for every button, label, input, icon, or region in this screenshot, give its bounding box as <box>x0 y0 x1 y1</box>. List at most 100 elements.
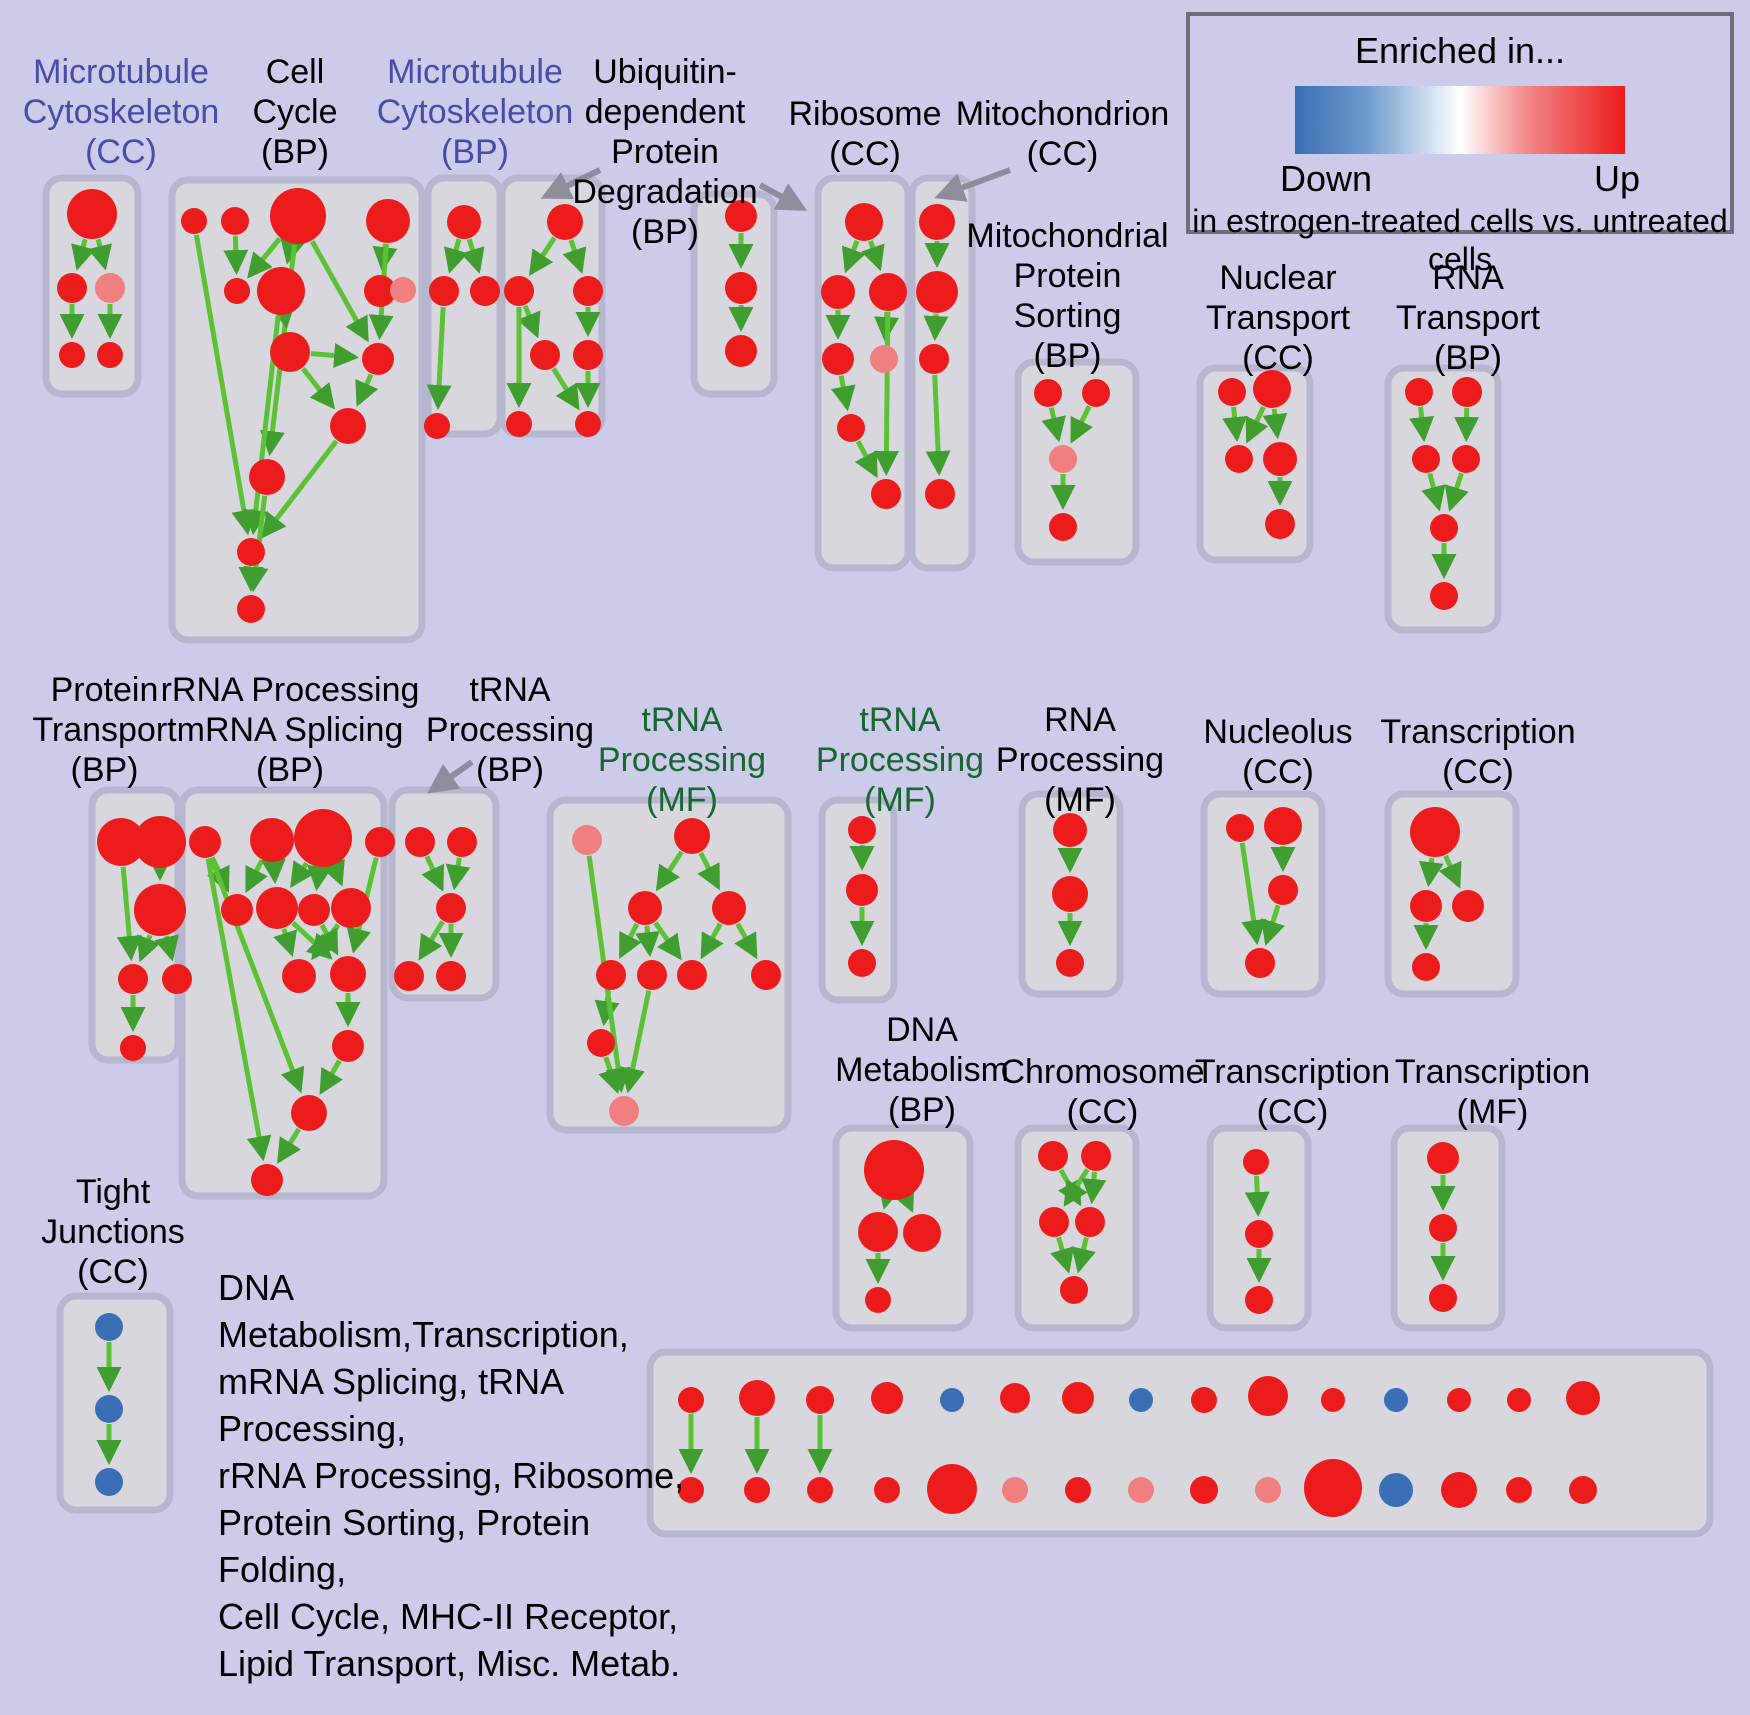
network-node <box>1410 807 1460 857</box>
network-node <box>1243 1149 1269 1175</box>
network-node <box>725 200 757 232</box>
cluster-box <box>42 174 142 398</box>
network-node <box>870 345 898 373</box>
network-edge <box>1070 405 1093 444</box>
network-node <box>364 275 396 307</box>
network-node <box>822 343 854 375</box>
network-node <box>221 894 253 926</box>
misc-cluster-caption: DNA Metabolism,Transcription, mRNA Splic… <box>218 1267 685 1684</box>
network-node <box>1268 875 1298 905</box>
network-node <box>436 893 466 923</box>
network-edge <box>734 922 758 960</box>
network-edge <box>443 238 468 274</box>
legend-title: Enriched in... <box>1354 30 1566 71</box>
network-node <box>95 273 125 303</box>
network-node <box>1569 1476 1597 1504</box>
network-node <box>365 827 395 857</box>
network-edge <box>87 238 112 271</box>
cluster-label-nucleolus-cc: Nucleolus (CC) <box>1203 713 1353 791</box>
cluster-label-rrna-processing-mrna-splicing-bp: rRNA Processing mRNA Splicing (BP) <box>160 671 420 789</box>
network-edge <box>247 236 282 279</box>
network-node <box>871 1382 903 1414</box>
network-edge <box>270 302 296 330</box>
network-node <box>282 959 316 993</box>
cluster-label-microtubule-cytoskeleton-bp: Microtubule Cytoskeleton (BP) <box>376 53 574 171</box>
cluster-box <box>646 1348 1714 1538</box>
cluster-box <box>1014 358 1140 566</box>
network-edge <box>551 367 580 411</box>
network-node <box>674 818 710 854</box>
network-edge <box>137 934 161 963</box>
network-node <box>916 271 958 313</box>
network-node <box>739 1380 775 1416</box>
network-node <box>270 188 326 244</box>
network-node <box>547 204 583 240</box>
network-node <box>95 1468 123 1496</box>
network-edge <box>154 934 179 962</box>
network-edge <box>307 864 332 892</box>
network-node <box>1430 514 1458 542</box>
network-node <box>596 960 626 990</box>
network-edge <box>319 1059 343 1095</box>
network-node <box>1263 442 1297 476</box>
cluster-label-mitochondrial-protein-sorting-bp: Mitochondrial Protein Sorting (BP) <box>966 217 1169 375</box>
cluster-box <box>1200 790 1326 998</box>
network-node <box>1412 953 1440 981</box>
network-node <box>628 891 662 925</box>
network-node <box>1264 807 1302 845</box>
network-edge <box>697 851 721 891</box>
network-edge <box>1063 1168 1090 1207</box>
network-edge <box>309 240 369 343</box>
network-edge <box>273 928 298 957</box>
network-edge <box>700 922 724 960</box>
network-node <box>436 961 466 991</box>
legend-end-labels: Down Up <box>1280 158 1640 200</box>
network-node <box>120 1035 146 1061</box>
network-edge <box>205 858 272 1162</box>
network-edge <box>426 306 452 411</box>
network-node <box>677 960 707 990</box>
network-node <box>1507 1388 1531 1412</box>
cluster-label-transcription-mf: Transcription (MF) <box>1394 1053 1591 1131</box>
network-edge <box>260 858 286 885</box>
legend-gradient-bar <box>1295 86 1625 154</box>
network-node <box>97 818 145 866</box>
network-node <box>1566 1381 1600 1415</box>
legend-subtitle: in estrogen-treated cells vs. untreated … <box>1192 203 1728 277</box>
legend-up-label: Up <box>1593 158 1640 199</box>
cluster-label-dna-metabolism-bp: DNA Metabolism (BP) <box>835 1011 1009 1129</box>
network-node <box>1190 1476 1218 1504</box>
network-node <box>424 413 450 439</box>
network-node <box>848 949 876 977</box>
network-node <box>181 208 207 234</box>
network-node <box>447 827 477 857</box>
network-node <box>134 884 186 936</box>
network-node <box>332 1030 364 1062</box>
network-edge <box>1239 842 1267 946</box>
network-node <box>845 203 883 241</box>
network-node <box>1065 1477 1091 1503</box>
network-node <box>1245 948 1275 978</box>
network-node <box>330 956 366 992</box>
network-node <box>1038 1141 1068 1171</box>
network-edge <box>1421 472 1446 512</box>
network-node <box>256 887 298 929</box>
nodes-layer <box>57 188 1600 1517</box>
network-node <box>1062 1382 1094 1414</box>
network-node <box>1452 445 1480 473</box>
network-node <box>257 267 305 315</box>
network-node <box>429 276 459 306</box>
network-edge <box>1222 406 1248 443</box>
network-edge <box>620 990 652 1094</box>
network-edge <box>562 239 587 274</box>
network-edge <box>290 860 315 888</box>
network-node <box>821 275 855 309</box>
cluster-label-trna-processing-mf-2: tRNA Processing (MF) <box>815 701 985 819</box>
network-node <box>1405 378 1433 406</box>
cluster-label-cell-cycle-bp: Cell Cycle (BP) <box>252 53 338 171</box>
network-node <box>118 964 148 994</box>
network-edge <box>1050 1236 1075 1274</box>
network-node <box>1412 445 1440 473</box>
network-edge <box>1041 407 1066 443</box>
network-node <box>59 342 85 368</box>
